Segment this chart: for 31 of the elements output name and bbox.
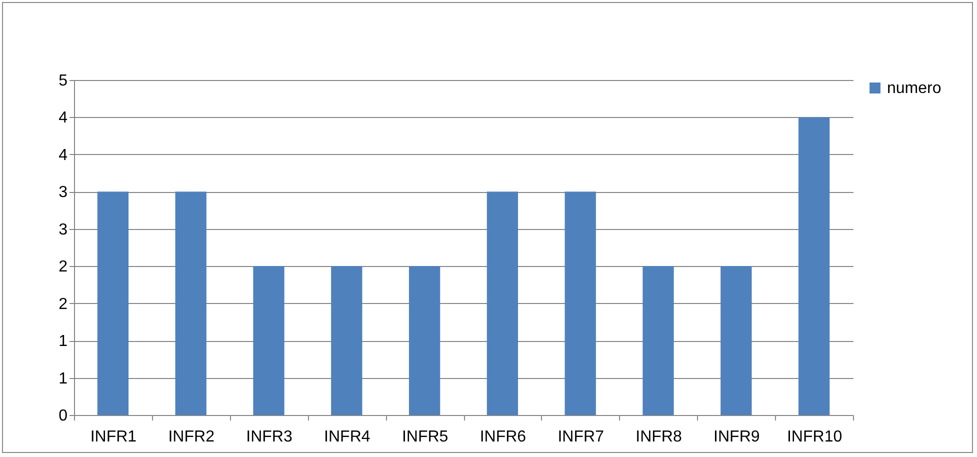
bar xyxy=(720,266,752,415)
y-tick-label: 1 xyxy=(58,333,68,350)
bar xyxy=(97,192,129,415)
x-tick-label: INFR5 xyxy=(402,428,448,446)
y-tick-label: 4 xyxy=(58,110,68,127)
y-tick-label: 3 xyxy=(58,221,68,238)
y-tick-label: 2 xyxy=(58,258,68,276)
x-tick-label: INFR9 xyxy=(714,428,760,446)
x-tick-label: INFR6 xyxy=(480,428,526,446)
y-tick-label: 4 xyxy=(58,146,68,164)
bar xyxy=(253,266,284,415)
bar xyxy=(331,266,362,415)
x-tick-label: INFR10 xyxy=(786,428,842,446)
x-tick-label: INFR1 xyxy=(90,428,137,446)
bar xyxy=(564,192,596,415)
legend-label: numero xyxy=(887,80,942,97)
bar xyxy=(798,117,830,415)
x-tick-label: INFR3 xyxy=(246,428,292,446)
x-tick-label: INFR2 xyxy=(168,428,215,446)
bar xyxy=(408,266,440,415)
y-tick-label: 3 xyxy=(58,184,68,202)
y-tick-label: 2 xyxy=(58,296,68,313)
bar xyxy=(642,266,674,415)
x-tick-label: INFR4 xyxy=(324,428,370,446)
y-tick-label: 0 xyxy=(58,408,68,424)
bar xyxy=(175,192,206,415)
x-tick-label: INFR7 xyxy=(558,428,604,446)
y-tick-label: 5 xyxy=(58,72,68,90)
y-tick-label: 1 xyxy=(58,370,68,388)
x-tick-label: INFR8 xyxy=(636,428,682,446)
bar xyxy=(486,192,518,415)
